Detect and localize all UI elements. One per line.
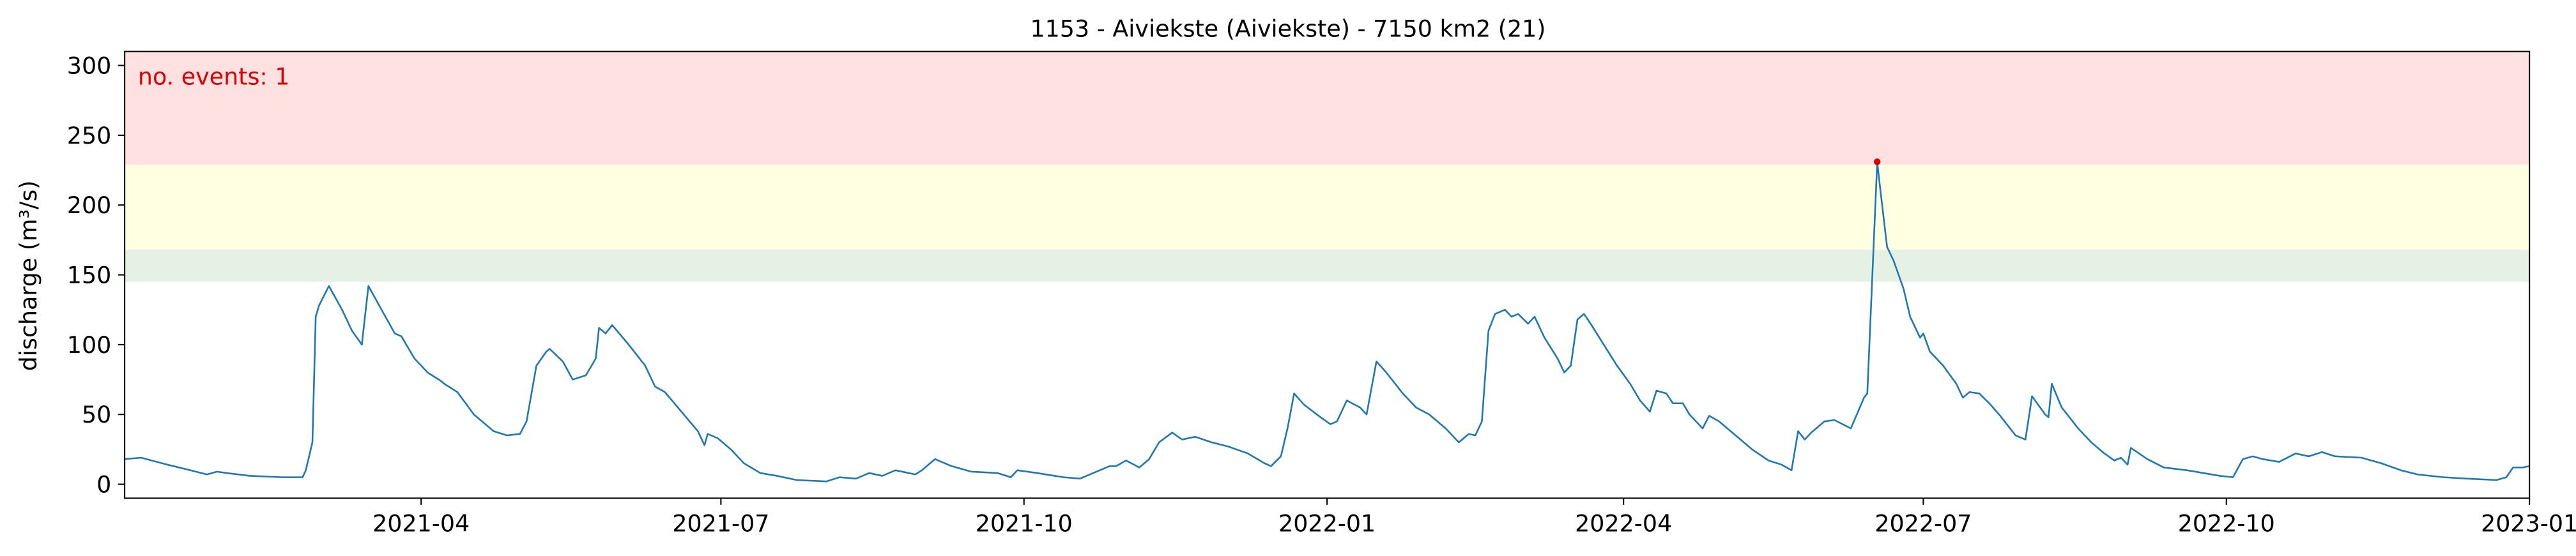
x-tick-label: 2022-07 [1874, 509, 1972, 537]
x-tick-label: 2022-01 [1278, 509, 1376, 537]
y-tick-label: 150 [67, 262, 112, 289]
x-tick-label: 2022-10 [2178, 509, 2275, 537]
y-tick-label: 200 [67, 192, 112, 219]
x-tick-label: 2021-10 [976, 509, 1073, 537]
threshold-band [125, 51, 2530, 165]
x-tick-label: 2022-04 [1575, 509, 1672, 537]
y-tick-label: 250 [67, 122, 112, 149]
annotation: no. events: 1 [138, 63, 290, 91]
y-tick-label: 0 [96, 471, 111, 499]
chart-title: 1153 - Aiviekste (Aiviekste) - 7150 km2 … [1030, 15, 1545, 42]
x-tick-label: 2023-01 [2481, 509, 2576, 537]
y-tick-label: 50 [82, 401, 111, 428]
discharge-line [124, 161, 2530, 483]
plot-frame [124, 50, 2531, 499]
x-tick-label: 2021-04 [372, 509, 470, 537]
y-axis-label: discharge (m³/s) [15, 181, 42, 372]
x-tick-label: 2021-07 [672, 509, 769, 537]
threshold-band [125, 250, 2530, 282]
event-marker [1874, 158, 1881, 165]
y-tick-label: 300 [67, 52, 112, 80]
threshold-band [125, 164, 2530, 250]
y-tick-label: 100 [67, 331, 112, 359]
